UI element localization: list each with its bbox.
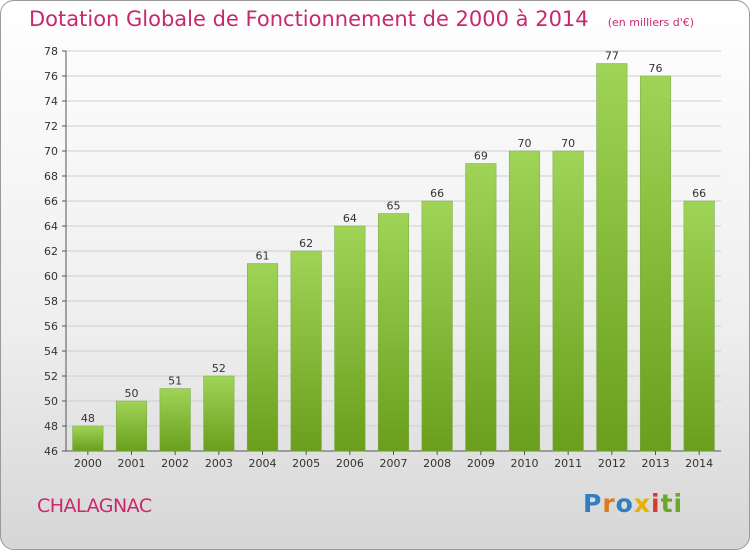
x-tick-label: 2001 [118,457,146,470]
logo-letter: x [633,489,651,518]
data-label: 61 [256,250,270,263]
y-tick-label: 60 [44,270,58,283]
x-tick-label: 2011 [554,457,582,470]
y-tick-label: 54 [44,345,58,358]
logo-letter: i [673,489,684,518]
commune-name: CHALAGNAC [37,495,152,517]
data-label: 48 [81,412,95,425]
bar-2014 [683,200,715,452]
x-tick-label: 2014 [685,457,713,470]
data-label: 66 [692,187,706,200]
data-label: 52 [212,362,226,375]
y-tick-label: 76 [44,70,58,83]
data-label: 66 [430,187,444,200]
x-tick-label: 2012 [598,457,626,470]
data-label: 51 [168,375,182,388]
chart-title: Dotation Globale de Fonctionnement de 20… [29,7,589,31]
y-tick-label: 58 [44,295,58,308]
logo-letter: t [660,489,674,518]
y-tick-label: 56 [44,320,58,333]
y-tick-label: 66 [44,195,58,208]
data-label: 76 [649,62,663,75]
y-tick-label: 74 [44,95,58,108]
data-label: 77 [605,50,619,63]
chart-title-block: Dotation Globale de Fonctionnement de 20… [29,7,694,31]
x-tick-label: 2009 [467,457,495,470]
x-tick-label: 2000 [74,457,102,470]
y-tick-label: 72 [44,120,58,133]
x-tick-label: 2013 [642,457,670,470]
bar-2003 [203,375,235,452]
data-label: 64 [343,212,357,225]
y-tick-label: 78 [44,45,58,58]
y-tick-label: 62 [44,245,58,258]
data-label: 70 [561,137,575,150]
bar-2000 [72,425,104,452]
y-tick-label: 50 [44,395,58,408]
x-tick-label: 2004 [249,457,277,470]
y-tick-label: 52 [44,370,58,383]
bar-2005 [290,250,322,452]
y-tick-label: 48 [44,420,58,433]
bar-2006 [334,225,366,452]
bar-2004 [246,263,279,452]
chart-unit: (en milliers d'€) [607,16,695,29]
x-tick-label: 2006 [336,457,364,470]
x-tick-label: 2007 [380,457,408,470]
bar-2008 [421,200,453,452]
x-tick-label: 2008 [423,457,451,470]
logo-letter: o [615,489,634,518]
data-label: 70 [518,137,532,150]
logo-letter: P [583,489,603,518]
data-label: 69 [474,150,488,163]
y-tick-label: 64 [44,220,58,233]
proxiti-logo: Proxiti [583,489,683,518]
logo-letter: i [651,489,661,518]
x-tick-label: 2005 [292,457,320,470]
x-tick-label: 2003 [205,457,233,470]
bar-2013 [639,75,672,452]
bar-2002 [159,388,191,452]
data-label: 50 [125,387,139,400]
bar-2009 [465,163,497,452]
bar-2001 [115,400,148,452]
y-tick-label: 70 [44,145,58,158]
bar-2010 [508,150,541,452]
x-tick-label: 2010 [511,457,539,470]
bar-2012 [596,63,628,452]
data-label: 65 [387,200,401,213]
y-tick-label: 68 [44,170,58,183]
logo-letter: r [602,489,616,518]
y-tick-label: 46 [44,445,58,458]
x-tick-label: 2002 [161,457,189,470]
bar-2011 [552,150,584,452]
bar-2007 [377,213,410,452]
data-label: 62 [299,237,313,250]
